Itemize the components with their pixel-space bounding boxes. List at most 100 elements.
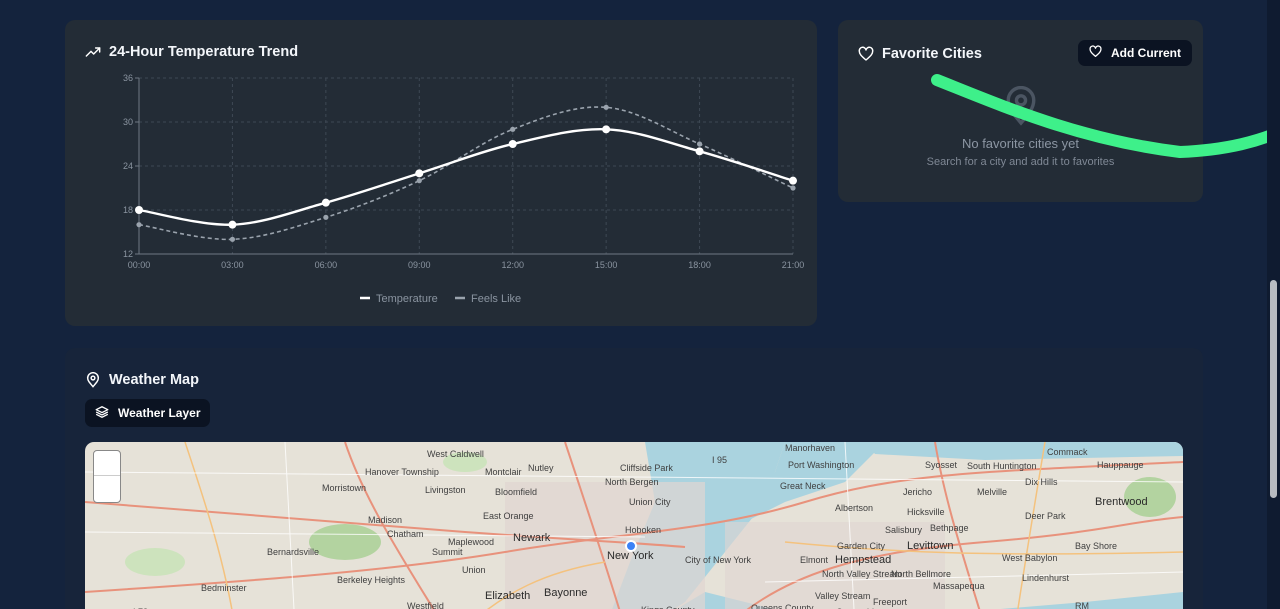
map-tiles[interactable]: West Caldwell Hanover Township Montclair Nu… [85,442,1183,609]
favorites-title-text: Favorite Cities [882,46,982,62]
map-place-label: Syosset [925,460,958,470]
x-tick-label: 03:00 [221,260,244,270]
map-place-label: North Valley Stream [822,569,902,579]
map-place-label: Queens County [751,603,814,609]
map-place-label: Deer Park [1025,511,1066,521]
map-place-label: Bay Shore [1075,541,1117,551]
map-place-label: Morristown [322,483,366,493]
map-place-label: Montclair [485,467,522,477]
data-point-temperature [508,140,517,148]
data-point-temperature [602,125,611,134]
legend-label-temperature: Temperature [376,293,438,305]
map-place-label: Brentwood [1095,496,1148,508]
current-location-marker[interactable] [625,540,637,552]
x-tick-label: 09:00 [408,260,431,270]
map-place-label: North Bergen [605,477,659,487]
data-point-feels-like [790,185,796,191]
map-place-label: Melville [977,487,1007,497]
data-point-feels-like [603,104,609,110]
map-place-label: Port Washington [788,460,854,470]
x-tick-label: 15:00 [595,260,618,270]
map-pin-icon [85,372,101,388]
map-place-label: Berkeley Heights [337,575,406,585]
map-place-label: Hempstead [835,554,891,566]
temperature-trend-card: 24-Hour Temperature Trend 12 18 24 30 36 00:0… [65,20,817,326]
y-tick-label: 36 [123,73,133,83]
weather-map-card: Weather Map Weather Layer [65,348,1203,609]
map-place-label: South Huntington [967,461,1037,471]
map-place-label: Summit [432,547,463,557]
zoom-in-button[interactable] [94,451,120,476]
layers-icon [95,405,109,422]
map-place-label: Union City [629,497,671,507]
empty-favorites-title: No favorite cities yet [961,136,1080,151]
x-tick-label: 18:00 [688,260,711,270]
weather-layer-button[interactable]: Weather Layer [85,399,211,427]
map-place-label: East Orange [483,511,534,521]
data-point-temperature [321,198,330,207]
map-place-label: Salisbury [885,525,923,535]
map-place-label: Cliffside Park [620,463,673,473]
map-place-label: Bloomfield [495,487,537,497]
zoom-control [93,450,121,503]
map-place-label: Westfield [407,601,444,609]
x-tick-label: 06:00 [315,260,338,270]
y-tick-label: 24 [123,161,133,171]
legend-label-feels-like: Feels Like [471,293,521,305]
map-place-label: Garden City [837,541,886,551]
map-place-label: Hauppauge [1097,460,1144,470]
map-labels: West Caldwell Hanover Township Montclair Nu… [133,443,1148,609]
trend-card-title: 24-Hour Temperature Trend [85,44,298,60]
map-place-label: Livingston [425,485,466,495]
map-place-label: I 78 [133,607,148,609]
map-place-label: North Bellmore [891,569,951,579]
trending-up-icon [85,44,101,60]
data-point-temperature [695,147,704,156]
map-pin-icon [1004,85,1038,131]
empty-favorites-subtitle: Search for a city and add it to favorite… [926,156,1115,168]
map-card-title: Weather Map [85,372,199,388]
y-tick-label: 30 [123,117,133,127]
data-point-temperature [789,176,797,185]
data-point-temperature [228,220,237,229]
favorite-cities-card: Favorite Cities Add Current No favorite … [838,20,1203,202]
series-line-feels-like [138,106,794,241]
data-point-feels-like [323,214,329,220]
map-place-label: Bedminster [201,583,247,593]
add-current-button[interactable]: Add Current [1078,40,1192,66]
map-place-label: Lindenhurst [1022,573,1070,583]
weather-map[interactable]: West Caldwell Hanover Township Montclair Nu… [85,442,1183,609]
y-tick-label: 18 [123,205,133,215]
data-point-feels-like [696,141,703,147]
heart-icon [858,46,874,62]
x-tick-label: 21:00 [782,260,805,270]
map-title-text: Weather Map [109,372,199,388]
map-place-label: Newark [513,532,551,544]
data-point-feels-like [416,178,422,184]
map-place-label: New York [607,550,654,562]
series-line-temperature [138,128,794,226]
zoom-out-button[interactable] [94,476,120,501]
map-place-label: Oceanside [836,607,879,609]
map-place-label: Bayonne [544,587,587,599]
favorites-card-title: Favorite Cities [858,46,982,62]
map-place-label: Manorhaven [785,443,835,453]
data-point-feels-like [136,222,142,228]
map-place-label: Commack [1047,447,1088,457]
map-place-label: Massapequa [933,581,985,591]
map-place-label: Hanover Township [365,467,439,477]
map-place-label: Union [462,565,486,575]
page-scrollbar[interactable] [1267,0,1280,609]
scrollbar-thumb[interactable] [1270,280,1277,498]
map-place-label: Jericho [903,487,932,497]
map-place-label: Great Neck [780,481,826,491]
map-place-label: West Babylon [1002,553,1057,563]
heart-icon [1089,45,1102,61]
weather-layer-label: Weather Layer [118,406,201,420]
temperature-line-chart: 12 18 24 30 36 00:00 03:00 06:00 09:00 12:00 15:00… [123,73,805,305]
map-place-label: Nutley [528,463,554,473]
map-place-label: Elmont [800,555,829,565]
map-place-label: Albertson [835,503,873,513]
add-current-label: Add Current [1111,46,1181,60]
